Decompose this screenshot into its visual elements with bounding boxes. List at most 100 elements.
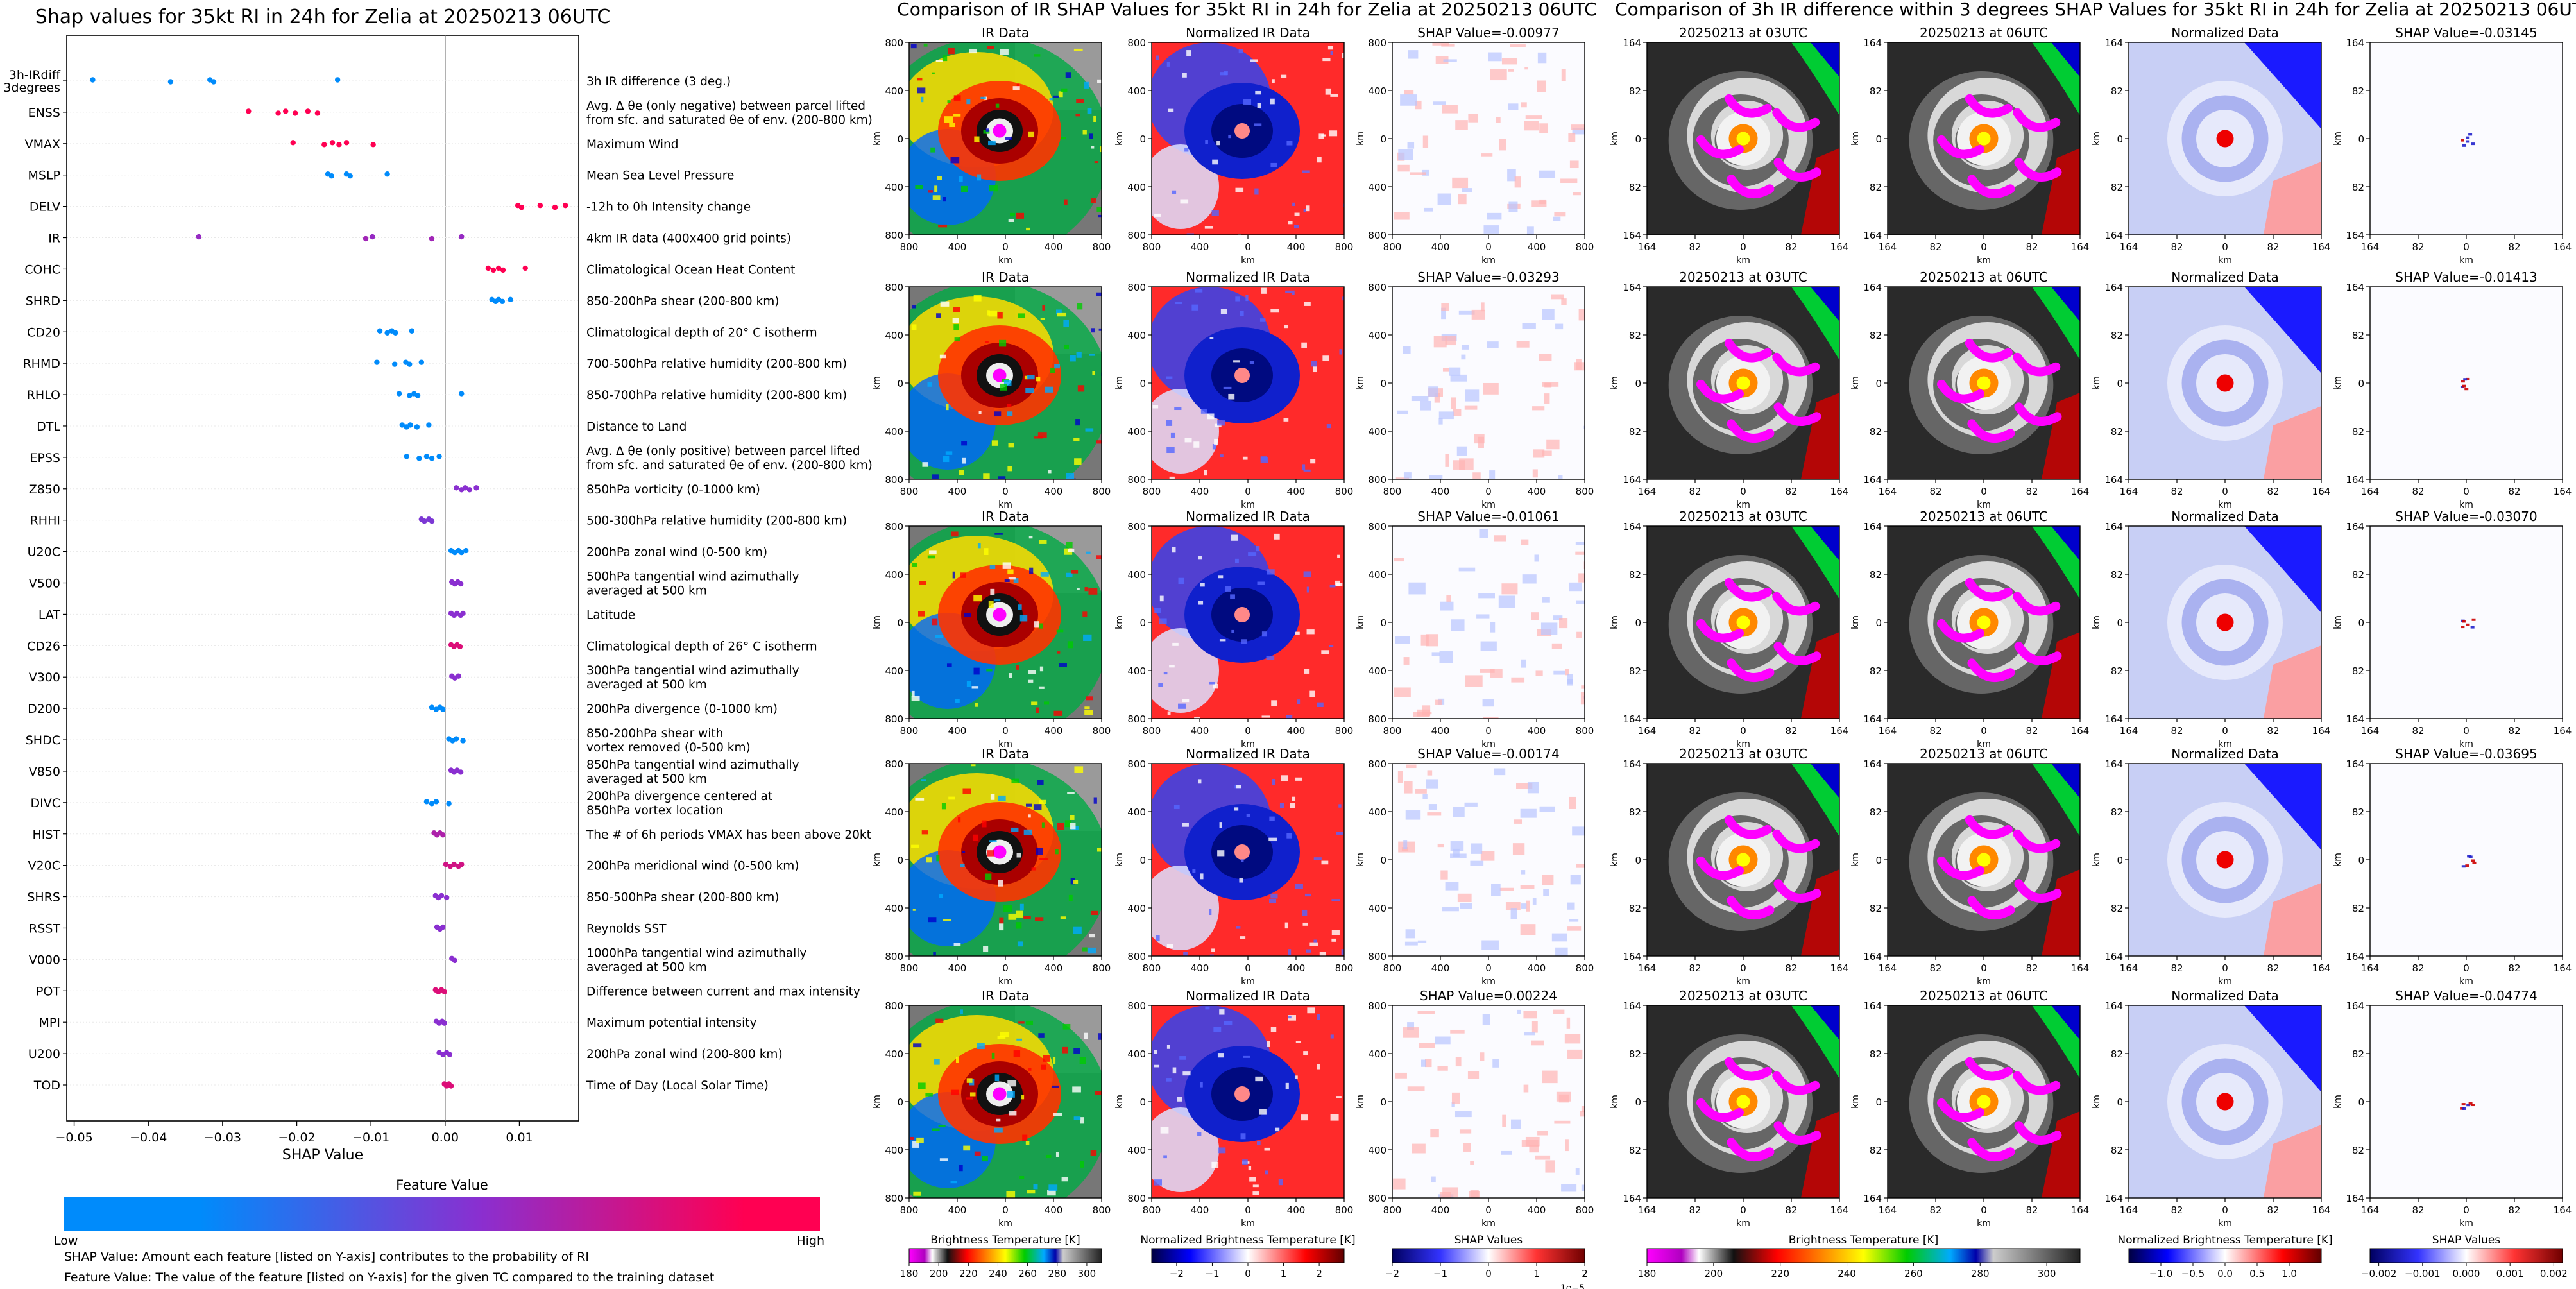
y-tick-label: 400 bbox=[885, 85, 903, 97]
shap-point bbox=[429, 801, 435, 807]
y-tick-label: 800 bbox=[1368, 474, 1386, 486]
panel-title: Comparison of IR SHAP Values for 35kt RI… bbox=[897, 0, 1597, 20]
feature-name-label: D200 bbox=[28, 702, 60, 716]
x-axis-label: km bbox=[1241, 255, 1255, 266]
x-tick-label: 82 bbox=[2267, 725, 2279, 737]
feature-description-label: -12h to 0h Intensity change bbox=[586, 201, 751, 214]
shap-point bbox=[457, 769, 464, 775]
y-axis-label: km bbox=[2333, 853, 2343, 867]
feature-description-label: Reynolds SST bbox=[586, 922, 667, 935]
y-tick-label: 82 bbox=[1870, 330, 1882, 341]
x-tick-label: 800 bbox=[1335, 725, 1354, 737]
feature-description-label: 500hPa tangential wind azimuthally bbox=[586, 570, 799, 584]
y-tick-label: 0 bbox=[2117, 855, 2123, 866]
x-tick-label: 82 bbox=[2508, 962, 2520, 974]
ir-heatmap-image bbox=[908, 42, 1102, 235]
colorbar-tick-label: 280 bbox=[1048, 1268, 1066, 1279]
x-tick-label: 164 bbox=[1638, 486, 1657, 497]
feature-value-definition-note: Feature Value: The value of the feature … bbox=[64, 1270, 715, 1285]
y-tick-label: 0 bbox=[2117, 133, 2123, 145]
feature-description-label: 200hPa divergence centered at bbox=[586, 790, 772, 803]
x-axis-label: km bbox=[2459, 500, 2473, 510]
shap-point bbox=[423, 454, 430, 459]
shap-point bbox=[370, 234, 375, 240]
x-tick-label: 82 bbox=[1689, 1204, 1701, 1216]
bwr-heatmap-image bbox=[2128, 525, 2322, 719]
panel-title: Comparison of 3h IR difference within 3 … bbox=[1615, 0, 2576, 20]
y-tick-label: 0 bbox=[1139, 378, 1146, 389]
y-tick-label: 164 bbox=[1863, 758, 1882, 770]
y-tick-label: 800 bbox=[1368, 951, 1386, 962]
x-tick-label: 800 bbox=[1335, 1204, 1354, 1216]
colorbar-tick-label: 2 bbox=[1582, 1268, 1588, 1279]
y-tick-label: 0 bbox=[1875, 617, 1882, 629]
shap-point bbox=[391, 361, 398, 367]
x-tick-label: 82 bbox=[2267, 962, 2279, 974]
x-axis-label: SHAP Value bbox=[282, 1147, 363, 1163]
ir-heatmap-image bbox=[1887, 763, 2081, 957]
x-tick-label: 0 bbox=[2222, 241, 2228, 253]
x-tick-label: 0 bbox=[1245, 241, 1251, 253]
y-tick-label: 0 bbox=[897, 1097, 903, 1108]
feature-name-label: Z850 bbox=[29, 482, 60, 497]
x-tick-label: 164 bbox=[2312, 486, 2331, 497]
subplot-title: IR Data bbox=[982, 509, 1029, 524]
y-tick-label: 400 bbox=[1368, 182, 1386, 193]
y-tick-label: 164 bbox=[2346, 758, 2364, 770]
y-tick-label: 0 bbox=[2358, 617, 2364, 629]
x-tick-label: 164 bbox=[1638, 725, 1657, 737]
x-tick-label: 164 bbox=[2554, 486, 2572, 497]
shap-point bbox=[423, 799, 430, 805]
x-axis-label: km bbox=[1241, 977, 1255, 987]
y-tick-label: 82 bbox=[2352, 426, 2364, 438]
y-tick-label: 164 bbox=[2104, 474, 2123, 486]
x-tick-label: 0 bbox=[1002, 486, 1009, 497]
subplot-title: SHAP Value=-0.03070 bbox=[2395, 509, 2537, 524]
feature-name-label: LAT bbox=[38, 608, 61, 622]
shap-point bbox=[336, 142, 342, 148]
feature-name-label: DTL bbox=[37, 420, 60, 434]
x-tick-label: 800 bbox=[1335, 962, 1354, 974]
x-tick-label: 82 bbox=[2026, 1204, 2038, 1216]
feature-description-label: 3h IR difference (3 deg.) bbox=[586, 75, 731, 89]
x-tick-label: 0 bbox=[2463, 1204, 2469, 1216]
colorbar bbox=[908, 1248, 1102, 1263]
x-tick-label: 82 bbox=[2171, 241, 2183, 253]
y-tick-label: 82 bbox=[1870, 903, 1882, 914]
y-tick-label: 0 bbox=[2117, 378, 2123, 389]
shap-point bbox=[460, 610, 466, 617]
x-tick-label: 0 bbox=[1245, 725, 1251, 737]
y-tick-label: 800 bbox=[1368, 758, 1386, 770]
x-tick-label: 800 bbox=[1383, 962, 1402, 974]
x-axis-label: km bbox=[1241, 1218, 1255, 1229]
y-tick-label: 164 bbox=[1863, 1193, 1882, 1204]
y-tick-label: 164 bbox=[1863, 282, 1882, 293]
x-tick-label: 0 bbox=[2463, 962, 2469, 974]
shap-point bbox=[384, 171, 390, 177]
x-tick-label: 400 bbox=[1045, 486, 1063, 497]
y-tick-label: 400 bbox=[885, 1145, 903, 1156]
y-tick-label: 0 bbox=[1875, 855, 1882, 866]
x-tick-label: 400 bbox=[1528, 962, 1546, 974]
x-axis-label: km bbox=[1481, 500, 1496, 510]
shap-point bbox=[473, 485, 479, 491]
shap-point bbox=[518, 204, 525, 210]
y-tick-label: 164 bbox=[2346, 713, 2364, 725]
colorbar-tick-label: 240 bbox=[1838, 1268, 1856, 1279]
y-tick-label: 0 bbox=[897, 378, 903, 389]
x-tick-label: 82 bbox=[1785, 486, 1797, 497]
x-axis-label: km bbox=[2459, 1218, 2473, 1229]
shap-point bbox=[407, 393, 413, 398]
x-tick-label: 82 bbox=[1785, 1204, 1797, 1216]
x-axis-label: km bbox=[1977, 739, 1991, 749]
x-tick-label: 82 bbox=[2171, 486, 2183, 497]
shap-point bbox=[314, 110, 321, 116]
y-tick-label: 800 bbox=[885, 282, 903, 293]
subplot-title: 20250213 at 03UTC bbox=[1679, 269, 1807, 285]
colorbar-tick-label: 300 bbox=[2038, 1268, 2056, 1279]
x-tick-label: 0 bbox=[2463, 241, 2469, 253]
y-tick-label: 82 bbox=[1870, 1048, 1882, 1060]
y-tick-label: 164 bbox=[1863, 713, 1882, 725]
x-tick-label: −0.03 bbox=[204, 1131, 241, 1145]
x-tick-label: 82 bbox=[2508, 241, 2520, 253]
